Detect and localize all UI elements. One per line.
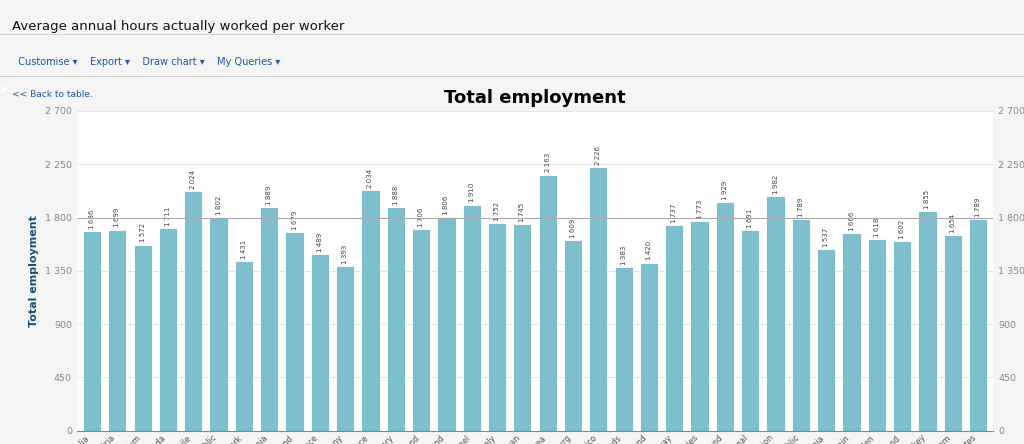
Text: << Back to table.: << Back to table. <box>12 90 93 99</box>
Bar <box>741 230 760 431</box>
Text: 1 537: 1 537 <box>823 227 829 246</box>
Text: 1 383: 1 383 <box>621 246 627 265</box>
Title: Total employment: Total employment <box>444 89 626 107</box>
Bar <box>564 240 582 431</box>
Text: 1 618: 1 618 <box>873 218 880 237</box>
Bar <box>412 229 430 431</box>
Bar <box>109 230 126 431</box>
Text: 1 789: 1 789 <box>975 197 981 217</box>
Text: 1 679: 1 679 <box>292 210 298 230</box>
Text: 1 706: 1 706 <box>418 207 424 226</box>
Text: 1 609: 1 609 <box>570 218 577 238</box>
Bar <box>83 231 101 431</box>
Text: 1 691: 1 691 <box>748 209 754 228</box>
Bar <box>210 217 227 431</box>
Text: 2 034: 2 034 <box>368 169 374 188</box>
Text: 1 773: 1 773 <box>696 199 702 218</box>
Text: 1 982: 1 982 <box>772 174 778 194</box>
Bar <box>539 174 557 431</box>
Text: 1 666: 1 666 <box>849 212 854 231</box>
Text: 1 745: 1 745 <box>519 203 525 222</box>
Bar <box>286 232 304 431</box>
Bar <box>589 167 607 431</box>
Bar <box>463 205 481 431</box>
Bar <box>133 245 152 431</box>
Text: 1 752: 1 752 <box>494 202 500 221</box>
Bar <box>640 262 658 431</box>
Text: 1 572: 1 572 <box>139 223 145 242</box>
Text: 2 024: 2 024 <box>190 170 197 189</box>
Bar <box>969 219 987 431</box>
Text: 1 699: 1 699 <box>115 208 120 227</box>
Text: 1 489: 1 489 <box>316 233 323 252</box>
Bar <box>336 266 354 431</box>
Bar <box>513 224 531 431</box>
Bar <box>234 261 253 431</box>
Text: Average annual hours actually worked per worker: Average annual hours actually worked per… <box>12 20 345 32</box>
Text: Customise ▾    Export ▾    Draw chart ▾    My Queries ▾: Customise ▾ Export ▾ Draw chart ▾ My Que… <box>12 57 281 67</box>
Text: 1 889: 1 889 <box>266 186 272 205</box>
Text: 1 910: 1 910 <box>469 183 475 202</box>
Bar <box>716 202 734 431</box>
Bar <box>310 254 329 431</box>
Text: 1 711: 1 711 <box>165 206 171 226</box>
Bar <box>387 207 404 431</box>
Text: 1 420: 1 420 <box>646 241 652 261</box>
Text: 1 806: 1 806 <box>443 195 450 215</box>
Bar <box>488 223 506 431</box>
Text: 2 226: 2 226 <box>595 146 601 165</box>
Text: 1 393: 1 393 <box>342 244 348 264</box>
Bar <box>260 207 279 431</box>
Text: 2 163: 2 163 <box>545 153 551 172</box>
Bar <box>893 241 911 431</box>
Text: 1 929: 1 929 <box>722 181 728 200</box>
Bar <box>919 211 937 431</box>
Bar <box>792 219 810 431</box>
Bar <box>361 190 380 431</box>
Text: 1 654: 1 654 <box>950 214 955 233</box>
Bar <box>666 225 683 431</box>
Bar <box>159 228 177 431</box>
Bar <box>690 221 709 431</box>
Text: 1 789: 1 789 <box>798 197 804 217</box>
Text: 1 802: 1 802 <box>216 196 221 215</box>
Bar <box>867 239 886 431</box>
Bar <box>184 191 203 431</box>
Y-axis label: Total employment: Total employment <box>30 215 39 327</box>
Text: 1 888: 1 888 <box>393 186 398 205</box>
Text: 1 855: 1 855 <box>925 190 931 209</box>
Bar <box>843 234 860 431</box>
Text: 1 686: 1 686 <box>89 210 95 229</box>
Bar <box>817 249 836 431</box>
Bar <box>944 235 962 431</box>
Bar <box>614 267 633 431</box>
Bar <box>766 196 784 431</box>
Text: 1 431: 1 431 <box>241 240 247 259</box>
Bar <box>437 217 456 431</box>
Text: 1 602: 1 602 <box>899 220 905 239</box>
Text: 1 737: 1 737 <box>672 203 677 223</box>
